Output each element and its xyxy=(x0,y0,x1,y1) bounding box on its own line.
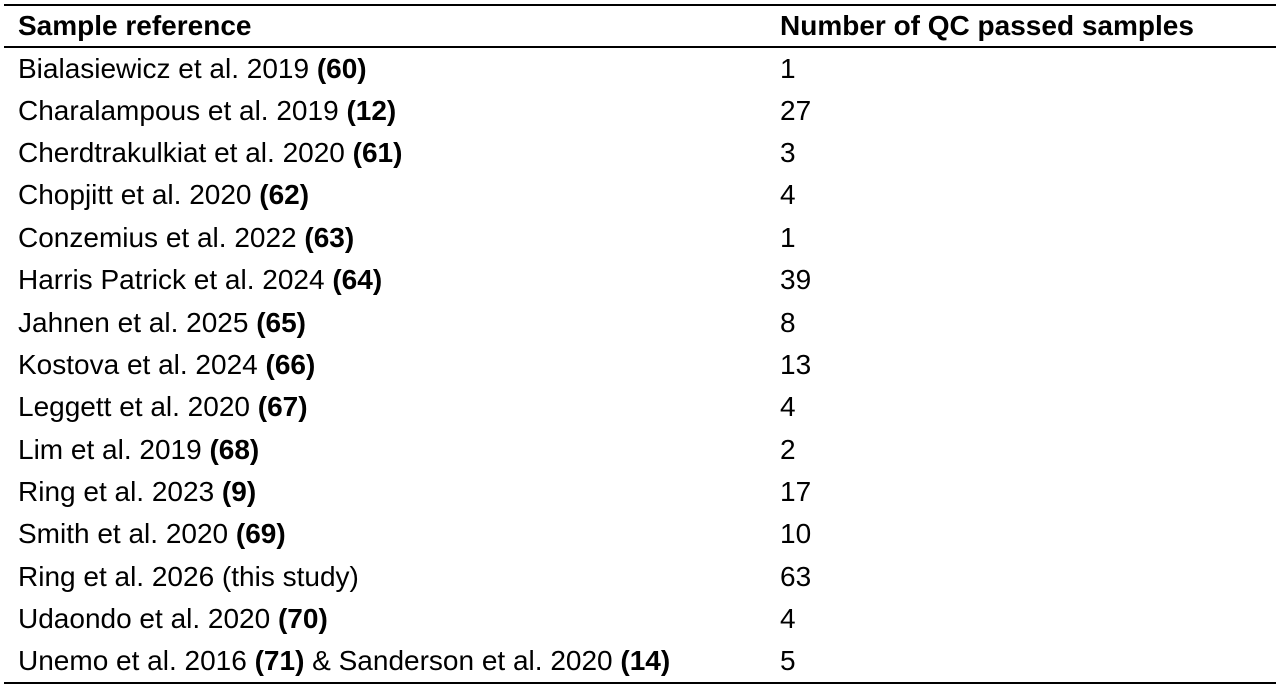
citation-number: (61) xyxy=(352,136,403,168)
sample-reference-cell: Bialasiewicz et al. 2019 (60) xyxy=(4,47,766,89)
qc-passed-count-cell: 2 xyxy=(780,433,796,465)
reference-text: Jahnen et al. 2025 xyxy=(18,306,257,338)
reference-text: Charalampous et al. 2019 xyxy=(18,94,347,126)
reference-text: Conzemius et al. 2022 xyxy=(18,221,305,253)
table-row: Smith et al. 2020 (69) 10 xyxy=(4,513,1276,555)
reference-text: Smith et al. 2020 xyxy=(18,518,236,550)
reference-text: & Sanderson et al. 2020 xyxy=(304,645,621,677)
qc-passed-count-cell: 1 xyxy=(780,221,796,253)
table-row: Kostova et al. 2024 (66) 13 xyxy=(4,344,1276,386)
citation-number: (69) xyxy=(235,518,286,550)
table-row: Leggett et al. 2020 (67) 4 xyxy=(4,386,1276,428)
header-row: Sample reference Number of QC passed sam… xyxy=(4,4,1276,48)
qc-passed-count-cell: 63 xyxy=(780,560,812,592)
sample-reference-cell: Udaondo et al. 2020 (70) xyxy=(4,598,766,640)
table-row: Chopjitt et al. 2020 (62) 4 xyxy=(4,174,1276,216)
table-row: Bialasiewicz et al. 2019 (60) 1 xyxy=(4,47,1276,89)
citation-number: (71) xyxy=(254,645,305,677)
header-sample-reference: Sample reference xyxy=(4,4,766,48)
table-row: Unemo et al. 2016 (71) & Sanderson et al… xyxy=(4,640,1276,684)
sample-reference-cell: Conzemius et al. 2022 (63) xyxy=(4,217,766,259)
qc-passed-count-cell: 3 xyxy=(780,136,796,168)
qc-passed-count-cell: 13 xyxy=(780,348,812,380)
citation-number: (62) xyxy=(259,179,310,211)
citation-number: (63) xyxy=(304,221,355,253)
sample-reference-cell: Lim et al. 2019 (68) xyxy=(4,429,766,471)
table-row: Lim et al. 2019 (68) 2 xyxy=(4,429,1276,471)
sample-table: Sample reference Number of QC passed sam… xyxy=(4,4,1276,684)
reference-text: Cherdtrakulkiat et al. 2020 xyxy=(18,136,353,168)
table-row: Harris Patrick et al. 2024 (64) 39 xyxy=(4,259,1276,301)
citation-number: (70) xyxy=(277,603,328,635)
table-row: Ring et al. 2023 (9) 17 xyxy=(4,471,1276,513)
reference-text: Lim et al. 2019 xyxy=(18,433,210,465)
citation-number: (9) xyxy=(221,476,257,508)
qc-passed-count-cell: 17 xyxy=(780,476,812,508)
citation-number: (12) xyxy=(346,94,397,126)
citation-number: (66) xyxy=(265,348,316,380)
qc-passed-count-cell: 5 xyxy=(766,640,1276,684)
table-row: Conzemius et al. 2022 (63) 1 xyxy=(4,217,1276,259)
reference-text: Ring et al. 2023 xyxy=(18,476,222,508)
table-row: Udaondo et al. 2020 (70) 4 xyxy=(4,598,1276,640)
sample-reference-cell: Ring et al. 2026 (this study) xyxy=(4,556,766,598)
sample-reference-cell: Smith et al. 2020 (69) xyxy=(4,513,766,555)
reference-text: Kostova et al. 2024 xyxy=(18,348,266,380)
citation-number: (64) xyxy=(332,264,383,296)
qc-passed-count-cell: 10 xyxy=(780,518,812,550)
citation-number: (67) xyxy=(257,391,308,423)
reference-text: Udaondo et al. 2020 xyxy=(18,603,278,635)
table-row: Charalampous et al. 2019 (12) 27 xyxy=(4,89,1276,131)
table-body: Bialasiewicz et al. 2019 (60) 1 Charalampo… xyxy=(4,47,1276,684)
reference-text: Unemo et al. 2016 xyxy=(18,645,255,677)
qc-passed-count-cell: 4 xyxy=(780,391,796,423)
reference-text: Chopjitt et al. 2020 xyxy=(18,179,260,211)
citation-number: (60) xyxy=(316,52,367,84)
reference-text: Harris Patrick et al. 2024 xyxy=(18,264,333,296)
qc-passed-count-cell: 8 xyxy=(780,306,796,338)
table-row: Jahnen et al. 2025 (65) 8 xyxy=(4,301,1276,343)
sample-table-container: Sample reference Number of QC passed sam… xyxy=(4,4,1276,684)
citation-number: (68) xyxy=(209,433,260,465)
reference-text: Leggett et al. 2020 xyxy=(18,391,258,423)
sample-reference-cell: Jahnen et al. 2025 (65) xyxy=(4,301,766,343)
citation-number: (14) xyxy=(620,645,671,677)
sample-reference-cell: Charalampous et al. 2019 (12) xyxy=(4,89,766,131)
table-row: Ring et al. 2026 (this study) 63 xyxy=(4,556,1276,598)
header-qc-passed-count: Number of QC passed samples xyxy=(766,4,1276,48)
sample-reference-cell: Chopjitt et al. 2020 (62) xyxy=(4,174,766,216)
reference-text: Bialasiewicz et al. 2019 xyxy=(18,52,317,84)
citation-number: (65) xyxy=(256,306,306,338)
sample-reference-cell: Unemo et al. 2016 (71) & Sanderson et al… xyxy=(4,640,766,684)
qc-passed-count-cell: 4 xyxy=(780,603,796,635)
sample-reference-cell: Ring et al. 2023 (9) xyxy=(4,471,766,513)
sample-reference-cell: Leggett et al. 2020 (67) xyxy=(4,386,766,428)
table-row: Cherdtrakulkiat et al. 2020 (61) 3 xyxy=(4,132,1276,174)
reference-text: Ring et al. 2026 (this study) xyxy=(18,560,359,592)
qc-passed-count-cell: 39 xyxy=(780,264,812,296)
sample-reference-cell: Cherdtrakulkiat et al. 2020 (61) xyxy=(4,132,766,174)
qc-passed-count-cell: 4 xyxy=(780,179,796,211)
qc-passed-count-cell: 1 xyxy=(780,52,796,84)
table-header: Sample reference Number of QC passed sam… xyxy=(4,4,1276,48)
sample-reference-cell: Kostova et al. 2024 (66) xyxy=(4,344,766,386)
sample-reference-cell: Harris Patrick et al. 2024 (64) xyxy=(4,259,766,301)
qc-passed-count-cell: 27 xyxy=(780,94,812,126)
